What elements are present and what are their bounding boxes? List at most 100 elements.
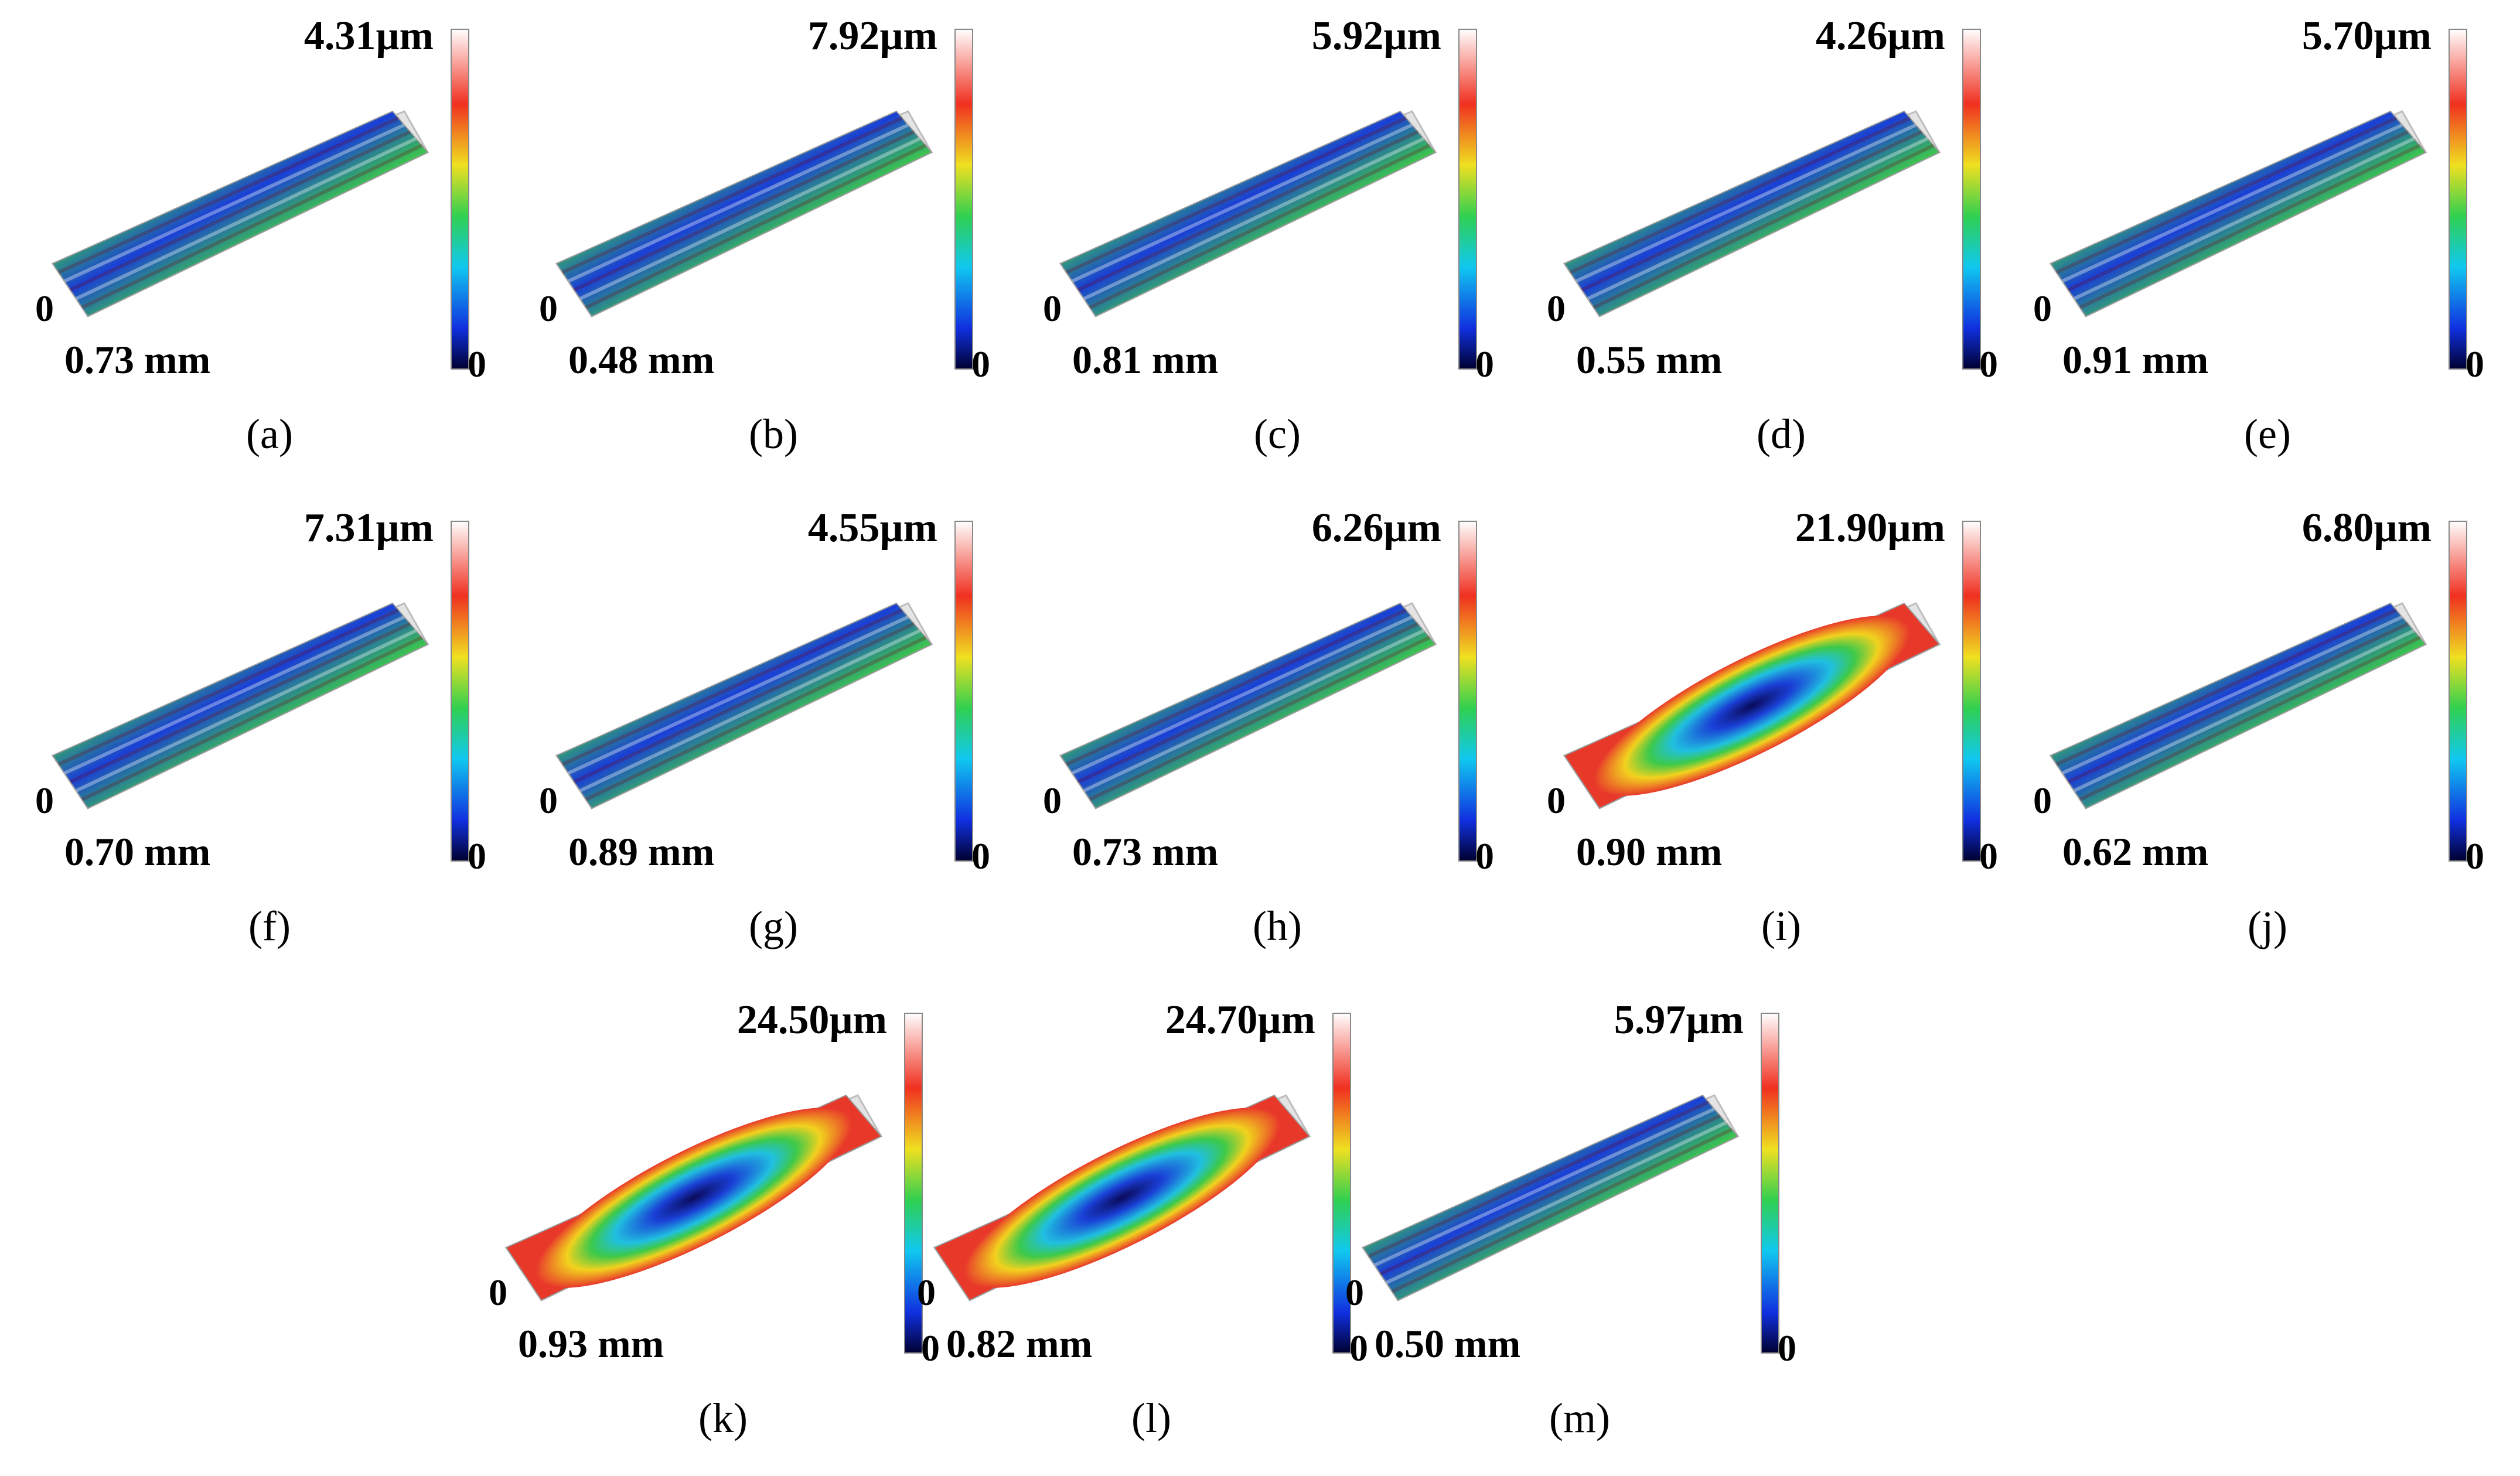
surface-plot xyxy=(2049,602,2427,809)
texture-streak xyxy=(1368,1100,1710,1258)
texture-streak xyxy=(585,636,927,801)
texture-streak xyxy=(1581,130,1923,292)
colorbar-min-label: 0 xyxy=(468,343,486,385)
surface-top xyxy=(2050,110,2427,317)
texture-streak xyxy=(75,628,417,792)
texture-streak xyxy=(2073,628,2415,792)
texture-streak xyxy=(69,622,411,784)
panel-m: 5.97µm 0 0.50 mm 0 (m) xyxy=(1328,996,1832,1476)
texture-streak xyxy=(579,628,921,792)
texture-streak xyxy=(81,636,423,801)
colorbar-min-label: 0 xyxy=(2466,343,2484,385)
panel-caption: (c) xyxy=(1254,411,1301,457)
track-width-label: 0.55 mm xyxy=(1576,337,1723,382)
axis-zero-label: 0 xyxy=(917,1272,936,1313)
surface-plot xyxy=(504,1094,883,1301)
colorbar-min-label: 0 xyxy=(1475,343,1494,385)
colorbar-min-label: 0 xyxy=(1475,835,1494,877)
max-height-label: 21.90µm xyxy=(1795,505,1945,551)
texture-streak xyxy=(2061,123,2403,283)
colorbar-min-label: 0 xyxy=(1778,1327,1796,1369)
surface-top xyxy=(1362,1094,1739,1301)
surface-plot xyxy=(1361,1094,1740,1301)
axis-zero-label: 0 xyxy=(539,288,558,329)
texture-streak xyxy=(2067,622,2409,784)
surface-plot xyxy=(555,602,933,809)
colorbar xyxy=(2449,29,2467,370)
texture-streak xyxy=(1379,1114,1721,1276)
track-width-label: 0.81 mm xyxy=(1072,337,1219,382)
max-height-label: 4.31µm xyxy=(304,13,434,59)
panel-k: 24.50µm 0 0.93 mm 0 (k) xyxy=(471,996,975,1476)
max-height-label: 6.26µm xyxy=(1311,505,1441,551)
texture-streak xyxy=(1071,615,1413,775)
wear-crater xyxy=(1594,616,1910,796)
panel-d: 4.26µm 0 0.55 mm 0 (d) xyxy=(1529,12,2033,492)
axis-zero-label: 0 xyxy=(2033,780,2052,821)
surface-top xyxy=(1563,110,1941,317)
track-width-label: 0.73 mm xyxy=(64,337,211,382)
colorbar xyxy=(1962,521,1981,862)
axis-zero-label: 0 xyxy=(2033,288,2052,329)
panel-caption: (d) xyxy=(1757,411,1806,457)
surface-plot xyxy=(1059,110,1437,317)
wear-crater xyxy=(964,1108,1280,1288)
texture-streak xyxy=(1391,1128,1733,1293)
texture-streak xyxy=(2061,615,2403,775)
colorbar-min-label: 0 xyxy=(2466,835,2484,877)
axis-zero-label: 0 xyxy=(1547,780,1566,821)
figure-grid: 4.31µm 0 0.73 mm 0 (a) 7.92µm 0 0.48 mm 0 (b) 5.92… xyxy=(18,12,2484,1441)
texture-streak xyxy=(1575,123,1917,283)
texture-streak xyxy=(1089,636,1431,801)
colorbar xyxy=(1458,29,1477,370)
texture-streak xyxy=(1593,144,1935,309)
colorbar xyxy=(1962,29,1981,370)
max-height-label: 4.55µm xyxy=(807,505,937,551)
surface-top xyxy=(1059,602,1437,809)
texture-streak xyxy=(2079,636,2421,801)
panel-i: 21.90µm 0 0.90 mm 0 (i) xyxy=(1529,504,2033,984)
max-height-label: 5.97µm xyxy=(1614,997,1744,1043)
surface-top xyxy=(2050,602,2427,809)
panel-caption: (i) xyxy=(1761,903,1801,949)
texture-streak xyxy=(1065,116,1407,274)
axis-zero-label: 0 xyxy=(1547,288,1566,329)
texture-streak xyxy=(2055,116,2398,274)
texture-streak xyxy=(1569,116,1911,274)
surface-plot xyxy=(51,602,429,809)
texture-streak xyxy=(567,615,909,775)
colorbar-min-label: 0 xyxy=(971,835,990,877)
axis-zero-label: 0 xyxy=(35,780,54,821)
panel-c: 5.92µm 0 0.81 mm 0 (c) xyxy=(1025,12,1529,492)
max-height-label: 7.31µm xyxy=(304,505,434,551)
colorbar xyxy=(451,29,469,370)
surface-top xyxy=(1059,110,1437,317)
colorbar-min-label: 0 xyxy=(921,1327,940,1369)
texture-streak xyxy=(573,622,915,784)
texture-streak xyxy=(75,136,417,300)
panel-l: 24.70µm 0 0.82 mm 0 (l) xyxy=(899,996,1403,1476)
track-width-label: 0.62 mm xyxy=(2062,829,2209,874)
wear-crater xyxy=(536,1108,852,1288)
texture-streak xyxy=(1071,123,1413,283)
axis-zero-label: 0 xyxy=(1043,780,1062,821)
axis-zero-label: 0 xyxy=(1345,1272,1364,1313)
panel-caption: (l) xyxy=(1131,1395,1171,1441)
max-height-label: 4.26µm xyxy=(1815,13,1945,59)
max-height-label: 5.92µm xyxy=(1311,13,1441,59)
track-width-label: 0.73 mm xyxy=(1072,829,1219,874)
max-height-label: 7.92µm xyxy=(807,13,937,59)
colorbar xyxy=(954,521,973,862)
panel-caption: (h) xyxy=(1253,903,1302,949)
axis-zero-label: 0 xyxy=(539,780,558,821)
colorbar-min-label: 0 xyxy=(971,343,990,385)
colorbar xyxy=(451,521,469,862)
axis-zero-label: 0 xyxy=(1043,288,1062,329)
surface-plot xyxy=(1059,602,1437,809)
colorbar-min-label: 0 xyxy=(1979,835,1998,877)
texture-streak xyxy=(2073,136,2415,300)
surface-plot xyxy=(1563,110,1941,317)
max-height-label: 24.70µm xyxy=(1165,997,1315,1043)
texture-streak xyxy=(69,130,411,292)
panel-f: 7.31µm 0 0.70 mm 0 (f) xyxy=(18,504,521,984)
